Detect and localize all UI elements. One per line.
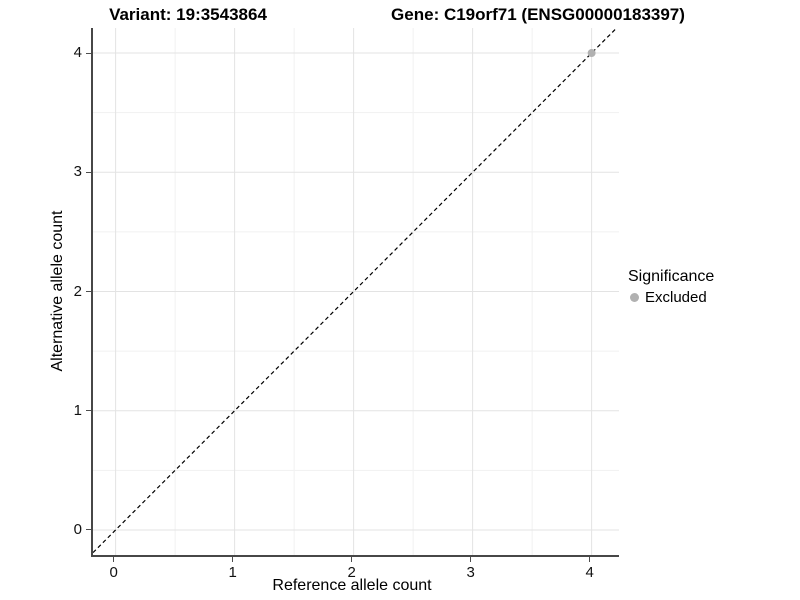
y-tick-label: 4 — [73, 44, 82, 62]
y-tick-label: 1 — [73, 401, 82, 419]
x-tick-label: 4 — [585, 564, 594, 581]
y-tick-label: 3 — [73, 163, 82, 181]
x-tick-mark — [232, 557, 234, 562]
y-tick-mark — [86, 171, 91, 173]
x-tick-label: 3 — [466, 564, 475, 581]
legend-items: Excluded — [628, 289, 714, 306]
x-tick-label: 2 — [347, 564, 356, 581]
y-axis-title: Alternative allele count — [49, 210, 66, 372]
x-tick-mark — [113, 557, 115, 562]
y-tick-label: 0 — [73, 520, 82, 538]
x-tick-mark — [351, 557, 353, 562]
legend-item-label: Excluded — [645, 289, 707, 306]
legend: Significance Excluded — [628, 268, 714, 306]
x-tick-label: 1 — [228, 564, 237, 581]
gene-title: Gene: C19orf71 (ENSG00000183397) — [391, 5, 685, 24]
plot-canvas — [93, 28, 619, 555]
identity-reference-line — [93, 28, 618, 554]
y-tick-mark — [86, 410, 91, 412]
data-point-excluded — [587, 49, 596, 58]
plot-panel — [91, 28, 619, 557]
legend-key-dot-icon — [630, 293, 639, 302]
x-tick-label: 0 — [109, 564, 118, 581]
legend-title: Significance — [628, 268, 715, 285]
y-tick-label: 2 — [73, 282, 82, 300]
x-tick-mark — [470, 557, 472, 562]
y-tick-mark — [86, 529, 91, 531]
y-tick-mark — [86, 52, 91, 54]
legend-item-excluded: Excluded — [628, 289, 714, 306]
y-tick-mark — [86, 291, 91, 292]
variant-title: Variant: 19:3543864 — [109, 5, 267, 24]
x-axis-title: Reference allele count — [272, 577, 432, 594]
x-tick-mark — [589, 557, 591, 562]
